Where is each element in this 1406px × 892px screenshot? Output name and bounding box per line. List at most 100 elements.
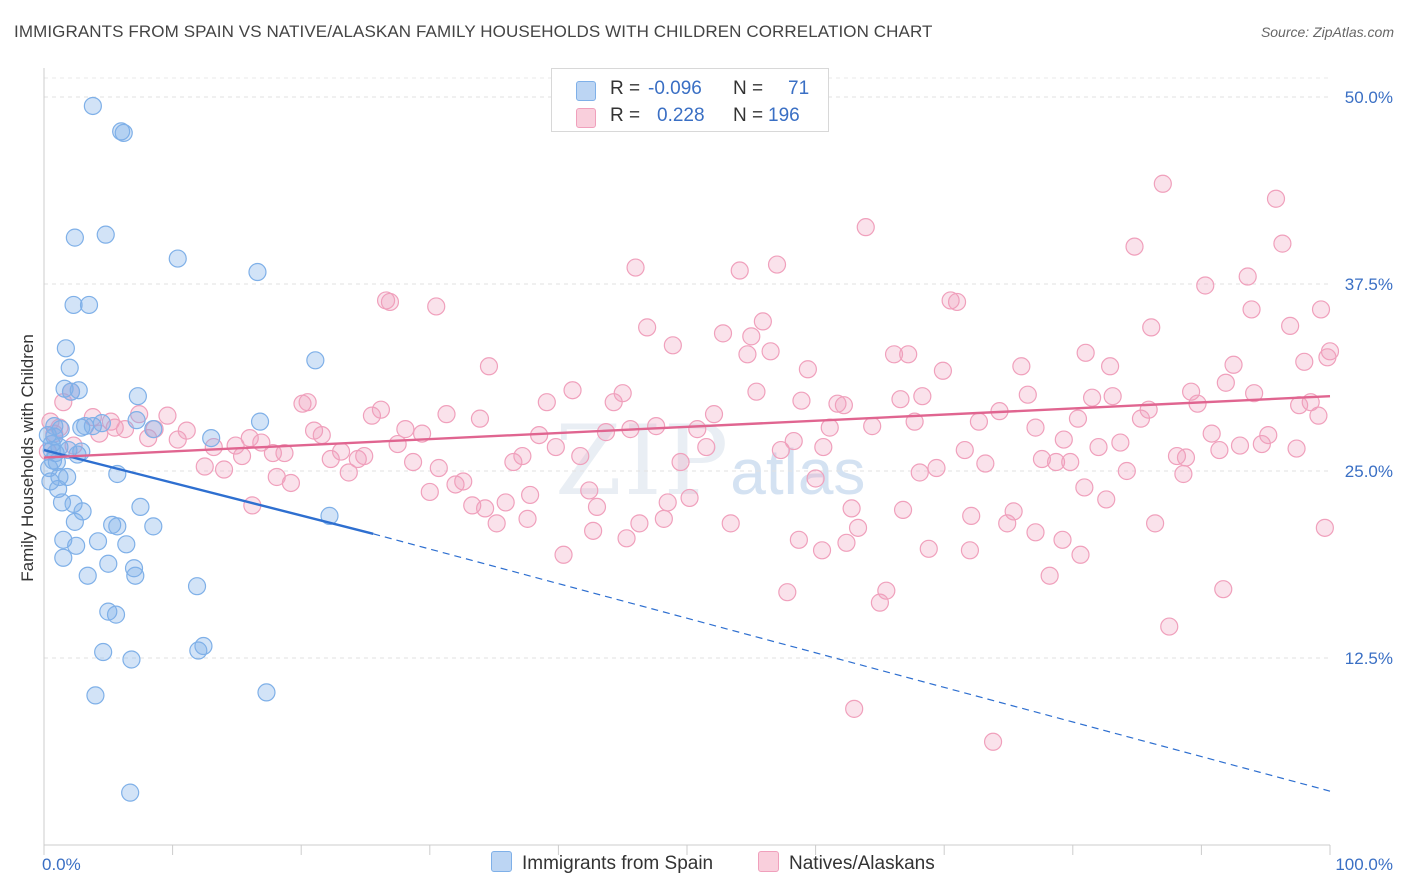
data-point bbox=[475, 499, 495, 518]
data-point bbox=[99, 554, 118, 573]
data-point bbox=[454, 472, 473, 491]
data-point bbox=[1053, 530, 1072, 549]
data-point bbox=[306, 351, 325, 370]
data-point bbox=[1176, 448, 1196, 467]
data-point bbox=[704, 405, 724, 424]
data-point bbox=[127, 411, 146, 430]
data-point bbox=[513, 446, 532, 466]
data-point bbox=[1026, 523, 1045, 542]
data-point bbox=[863, 417, 882, 436]
data-point bbox=[571, 446, 590, 466]
chart-title: IMMIGRANTS FROM SPAIN VS NATIVE/ALASKAN … bbox=[14, 22, 933, 41]
data-point bbox=[554, 545, 573, 564]
y-tick-label: 12.5% bbox=[1345, 649, 1393, 668]
legend-r-value: 0.228 bbox=[657, 105, 705, 126]
data-point bbox=[281, 473, 301, 493]
data-point bbox=[910, 463, 929, 482]
data-point bbox=[1224, 355, 1243, 374]
data-point bbox=[671, 452, 690, 472]
data-point bbox=[78, 566, 97, 585]
data-point bbox=[1026, 418, 1045, 437]
data-point bbox=[250, 412, 270, 431]
data-point bbox=[1125, 237, 1144, 256]
data-point bbox=[124, 559, 144, 578]
data-point bbox=[1040, 566, 1059, 585]
data-point bbox=[1160, 617, 1179, 636]
data-point bbox=[1281, 316, 1300, 335]
data-point bbox=[355, 446, 374, 466]
data-point bbox=[479, 357, 499, 376]
legend-swatch-pink bbox=[576, 108, 596, 128]
data-point bbox=[144, 420, 163, 439]
data-point bbox=[647, 417, 666, 436]
data-point bbox=[1287, 439, 1306, 458]
data-point bbox=[899, 345, 918, 364]
data-point bbox=[654, 509, 673, 528]
data-point bbox=[388, 434, 407, 454]
data-point bbox=[371, 400, 391, 419]
data-point bbox=[321, 449, 340, 469]
data-point bbox=[1004, 502, 1023, 521]
data-point bbox=[584, 521, 603, 540]
data-point bbox=[546, 437, 565, 457]
data-point bbox=[376, 291, 396, 310]
data-point bbox=[1097, 490, 1116, 509]
data-point bbox=[214, 460, 234, 479]
data-point bbox=[845, 699, 864, 718]
data-point bbox=[976, 454, 995, 473]
data-point bbox=[168, 249, 187, 268]
data-point bbox=[626, 258, 645, 277]
data-point bbox=[1259, 425, 1278, 445]
data-point bbox=[60, 358, 79, 377]
data-point bbox=[94, 642, 113, 662]
data-point bbox=[1311, 300, 1331, 319]
data-point bbox=[1076, 343, 1095, 362]
data-point bbox=[521, 485, 540, 505]
data-point bbox=[1142, 318, 1161, 337]
data-point bbox=[1018, 385, 1037, 404]
data-point bbox=[913, 387, 932, 406]
data-point bbox=[362, 406, 382, 425]
data-point bbox=[331, 442, 351, 461]
data-point bbox=[1266, 189, 1286, 208]
data-point bbox=[784, 431, 803, 451]
data-point bbox=[73, 502, 92, 521]
data-point bbox=[437, 405, 456, 424]
x-tick-label: 100.0% bbox=[1335, 855, 1393, 874]
bottom-legend-spain: Immigrants from Spain bbox=[491, 851, 713, 875]
data-point bbox=[427, 297, 446, 316]
data-point bbox=[187, 577, 207, 596]
data-point bbox=[1111, 433, 1130, 452]
data-point bbox=[842, 499, 861, 518]
data-point bbox=[771, 440, 790, 460]
trend-lines bbox=[43, 395, 1331, 792]
grid-lines bbox=[44, 77, 1330, 659]
data-point bbox=[848, 518, 868, 537]
data-point bbox=[1068, 409, 1088, 428]
data-point bbox=[877, 581, 896, 600]
data-point bbox=[613, 384, 632, 403]
data-point bbox=[96, 225, 115, 244]
data-point bbox=[108, 517, 127, 536]
data-point bbox=[1153, 174, 1172, 193]
data-point bbox=[122, 650, 141, 669]
legend-r-label: R = bbox=[610, 78, 641, 99]
data-point bbox=[403, 452, 423, 472]
data-point bbox=[617, 529, 636, 548]
legend-n-value: 71 bbox=[788, 78, 810, 99]
data-point bbox=[820, 418, 839, 437]
data-point bbox=[1214, 580, 1233, 599]
data-point bbox=[117, 535, 136, 554]
data-point bbox=[798, 360, 817, 379]
data-point bbox=[927, 458, 946, 478]
data-point bbox=[638, 318, 657, 337]
data-point bbox=[738, 345, 757, 364]
series-immigrants-from-spain bbox=[38, 96, 339, 802]
data-point bbox=[688, 420, 707, 439]
bottom-legend-label: Immigrants from Spain bbox=[522, 853, 714, 874]
data-point bbox=[61, 382, 81, 401]
data-point bbox=[52, 493, 72, 512]
y-tick-label: 50.0% bbox=[1345, 88, 1393, 107]
legend-r-value: -0.096 bbox=[648, 78, 702, 99]
data-point bbox=[1061, 452, 1080, 472]
